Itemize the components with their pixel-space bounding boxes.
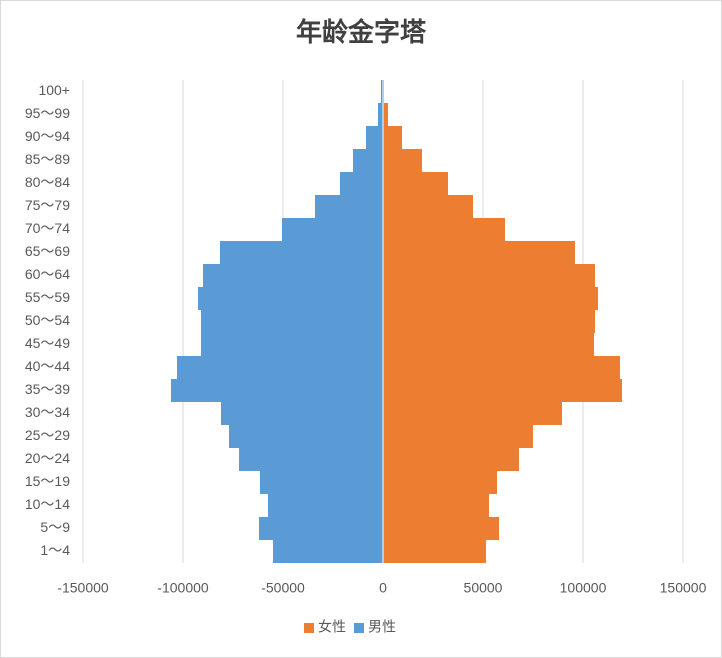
bar [383,310,595,333]
bar [366,126,383,149]
y-tick-label: 35～39 [25,381,70,397]
bar [383,379,622,402]
bar [268,494,383,517]
legend-swatch [354,623,364,633]
bar [198,287,383,310]
bar [383,149,422,172]
bar [273,540,383,563]
bar [260,471,383,494]
y-tick-label: 20～24 [25,450,70,466]
bar [259,517,383,540]
bar [177,356,383,379]
y-tick-label: 80～84 [25,174,70,190]
bar [383,241,575,264]
y-tick-label: 95～99 [25,105,70,121]
bar [221,402,383,425]
bar [340,172,383,195]
bars [171,80,622,563]
bar [239,448,383,471]
bar [383,448,519,471]
x-tick-label: 150000 [660,580,707,596]
x-tick-label: 50000 [464,580,503,596]
legend-swatch [304,623,314,633]
y-tick-label: 45～49 [25,335,70,351]
x-tick-label: -50000 [261,580,305,596]
chart-title: 年龄金字塔 [296,17,427,47]
bar [381,80,383,103]
bar [383,172,448,195]
bar [203,264,383,287]
bar [383,333,594,356]
y-tick-label: 10～14 [25,496,70,512]
bar [383,218,505,241]
bar [353,149,383,172]
y-tick-label: 60～64 [25,266,70,282]
x-tick-label: 100000 [560,580,607,596]
y-tick-label: 1～4 [40,542,70,558]
legend-label: 女性 [318,619,346,635]
bar [282,218,383,241]
y-tick-label: 30～34 [25,404,70,420]
labels: -150000 -100000 -50000 0 50000 100000 150000 1～… [25,82,707,635]
y-tick-label: 75～79 [25,197,70,213]
bar [383,287,598,310]
bar [383,540,486,563]
bar [383,264,595,287]
bar [383,195,473,218]
x-tick-label: -100000 [157,580,209,596]
legend-label: 男性 [368,619,396,635]
y-tick-label: 90～94 [25,128,70,144]
bar [383,103,388,126]
bar [383,471,497,494]
y-tick-label: 65～69 [25,243,70,259]
bar [201,310,383,333]
bar [201,333,383,356]
bar [383,126,402,149]
bar [378,103,383,126]
bar [383,402,562,425]
y-tick-label: 55～59 [25,289,70,305]
bar [383,517,499,540]
bar [171,379,383,402]
y-tick-label: 40～44 [25,358,70,374]
y-tick-label: 15～19 [25,473,70,489]
y-tick-label: 70～74 [25,220,70,236]
y-tick-label: 5～9 [40,519,70,535]
bar [383,425,533,448]
y-tick-label: 50～54 [25,312,70,328]
y-tick-label: 25～29 [25,427,70,443]
bar [315,195,383,218]
bar [229,425,383,448]
bar [220,241,383,264]
y-tick-label: 100+ [38,82,70,98]
y-tick-label: 85～89 [25,151,70,167]
x-tick-label: -150000 [57,580,109,596]
x-tick-label: 0 [379,580,387,596]
bar [383,356,620,379]
bar [383,494,489,517]
